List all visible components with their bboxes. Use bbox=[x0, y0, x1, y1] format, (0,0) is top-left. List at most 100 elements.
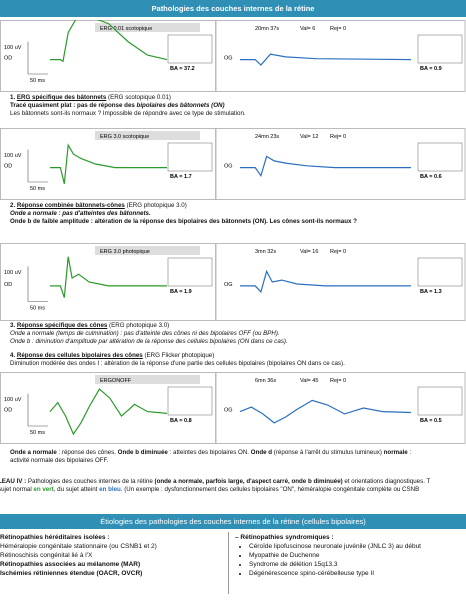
etiology-item: Syndrome de délétion 15q13.3 bbox=[249, 560, 465, 569]
heading-num: 2. bbox=[10, 202, 17, 209]
panel-time: 6mn 36s bbox=[255, 378, 276, 384]
section-text: 1. ERG spécifique des bâtonnets (ERG sco… bbox=[10, 94, 462, 118]
eye-label: OD bbox=[4, 164, 12, 170]
text-run: . (Un exemple : dysfonctionnement des ce… bbox=[120, 486, 420, 493]
text-run: Onde a normale : pas d'atteintes des bât… bbox=[10, 210, 151, 217]
caption: LEAU IV : Pathologies des couches intern… bbox=[0, 478, 466, 494]
section-text: 4. Réponse des cellules bipolaires des c… bbox=[10, 352, 462, 368]
line: Onde b : diminution d'amplitude par alté… bbox=[10, 338, 462, 346]
line: Onde a normale (temps de culmination) : … bbox=[10, 330, 462, 338]
line: LEAU IV : Pathologies des couches intern… bbox=[0, 478, 466, 486]
text-run: Tracé quasiment plat : pas de réponse de… bbox=[10, 102, 137, 109]
text-run: Diminution modérée des ondes I : altérat… bbox=[10, 360, 345, 367]
summary: Onde a normale : réponse des cônes. Onde… bbox=[10, 449, 462, 465]
text-run: bipolaires des bâtonnets (ON) bbox=[136, 102, 225, 109]
panel-left bbox=[0, 128, 216, 200]
amp-label: 100 uV bbox=[4, 153, 22, 159]
panel-right bbox=[215, 243, 466, 321]
panel-title: ERG 3.0 photopique bbox=[100, 249, 150, 255]
dur-label: 50 ms bbox=[30, 186, 45, 192]
text-run: en vert bbox=[33, 486, 54, 493]
amp-label: 100 uV bbox=[4, 270, 22, 276]
ba-label: BA = 1.3 bbox=[420, 289, 442, 295]
panel-left bbox=[0, 243, 216, 321]
ba-label: BA = 37.2 bbox=[170, 66, 195, 72]
line: Les bâtonnets sont-ils normaux ? Impossi… bbox=[10, 110, 462, 118]
erg-trace bbox=[240, 269, 411, 293]
eye-label: OG bbox=[224, 408, 233, 414]
panel-left bbox=[0, 20, 216, 92]
etiology-item: Dégénérescence spino-cérébelleuse type I… bbox=[249, 569, 465, 578]
text-run: , du sujet atteint bbox=[53, 486, 100, 493]
erg-panel: ERGONOFF 6mn 36s Val= 45 Rej= 0 100 uV 50 ms O… bbox=[0, 372, 466, 444]
text-run: (réponse à l'arrêt du stimulus lumineux) bbox=[272, 449, 384, 456]
text-run: en bleu bbox=[99, 486, 121, 493]
ba-label: BA = 0.8 bbox=[170, 418, 192, 424]
heading: Réponse des cellules bipolaires des cône… bbox=[16, 352, 143, 359]
section-heading: 1. ERG spécifique des bâtonnets (ERG sco… bbox=[10, 94, 462, 102]
heading-sub: (ERG photopique 3.0) bbox=[107, 322, 170, 329]
erg-trace bbox=[240, 53, 412, 66]
ba-label: BA = 1.9 bbox=[170, 289, 192, 295]
panel-title: ERG 3.0 scotopique bbox=[100, 134, 149, 140]
panel-left bbox=[0, 372, 216, 444]
etiology-list: Céroïde lipofuscinose neuronale juvénile… bbox=[235, 542, 465, 578]
section-heading: 2. Réponse combinée bâtonnets-cônes (ERG… bbox=[10, 202, 462, 210]
value-table bbox=[417, 142, 463, 172]
heading-sub: (ERG scotopique 0.01) bbox=[106, 94, 171, 101]
panel-val: Val= 45 bbox=[300, 378, 318, 384]
heading-sub: (ERG photopique 3.0) bbox=[124, 202, 187, 209]
text-run: activité normale des bipolaires OFF. bbox=[10, 457, 109, 464]
title-box bbox=[95, 23, 200, 32]
heading: ERG spécifique des bâtonnets bbox=[16, 94, 107, 101]
text-run: : atteintes des bipolaires ON. bbox=[167, 449, 251, 456]
line: Tracé quasiment plat : pas de réponse de… bbox=[10, 102, 462, 110]
eye-label: OD bbox=[4, 282, 12, 288]
erg-panel: ERG 0.01 scotopique 20mn 37s Val= 6 Rej= 0 1… bbox=[0, 20, 466, 92]
panel-val: Val= 16 bbox=[300, 249, 318, 255]
etiology-item: Rétinopathies héréditaires isolées : bbox=[0, 534, 110, 541]
etiology-right-title: – Rétinopathies syndromiques : bbox=[235, 534, 334, 541]
line: activité normale des bipolaires OFF. bbox=[10, 457, 462, 465]
text-run: Onde b : diminution d'amplitude par alté… bbox=[10, 338, 288, 345]
etiology-item: Rétinopathies associées au mélanome (MAR… bbox=[0, 561, 141, 568]
etiology-item: Ischémies rétiniennes étendue (OACR, OVC… bbox=[0, 570, 143, 577]
panel-right bbox=[215, 372, 466, 444]
panel-rej: Rej= 0 bbox=[330, 26, 346, 32]
etiology-item: Rétinoschisis congénital lié à l'X bbox=[0, 552, 93, 559]
text-run: Onde a normale bbox=[10, 449, 57, 456]
section-heading: 4. Réponse des cellules bipolaires des c… bbox=[10, 352, 462, 360]
value-table bbox=[167, 142, 213, 172]
ba-label: BA = 0.6 bbox=[420, 174, 442, 180]
erg-trace bbox=[50, 143, 167, 184]
dur-label: 50 ms bbox=[30, 306, 45, 312]
heading: Réponse combinée bâtonnets-cônes bbox=[16, 202, 125, 209]
title-box bbox=[95, 131, 200, 140]
panel-val: Val= 6 bbox=[300, 26, 315, 32]
erg-trace bbox=[240, 155, 411, 178]
title-box bbox=[95, 246, 200, 255]
text-run: Pathologies des couches internes de la r… bbox=[26, 478, 155, 485]
section-text: 2. Réponse combinée bâtonnets-cônes (ERG… bbox=[10, 202, 462, 226]
panel-time: 20mn 37s bbox=[255, 26, 279, 32]
panel-time: 3mn 32s bbox=[255, 249, 276, 255]
erg-trace bbox=[50, 20, 168, 63]
amp-label: 100 uV bbox=[4, 45, 22, 51]
panel-val: Val= 12 bbox=[300, 134, 318, 140]
header: Pathologies des couches internes de la r… bbox=[0, 0, 466, 17]
text-run: LEAU IV : bbox=[0, 478, 27, 485]
erg-panel: ERG 3.0 scotopique 24mn 23s Val= 12 Rej= 0 1… bbox=[0, 128, 466, 200]
text-run: Onde a normale (temps de culmination) : … bbox=[10, 330, 280, 337]
text-run: et orientations diagnostiques. T bbox=[342, 478, 431, 485]
line: Diminution modérée des ondes I : altérat… bbox=[10, 360, 462, 368]
line: Onde a normale : réponse des cônes. Onde… bbox=[10, 449, 462, 457]
ba-label: BA = 0.5 bbox=[420, 418, 442, 424]
text-run: sujet normal bbox=[0, 486, 34, 493]
panel-time: 24mn 23s bbox=[255, 134, 279, 140]
heading-num: 3. bbox=[10, 322, 17, 329]
panel-rej: Rej= 0 bbox=[330, 378, 346, 384]
eye-label: OD bbox=[4, 408, 12, 414]
etiology-item: Myopathie de Duchenne bbox=[249, 551, 465, 560]
heading-num: 1. bbox=[10, 94, 17, 101]
panel-right bbox=[215, 20, 466, 92]
